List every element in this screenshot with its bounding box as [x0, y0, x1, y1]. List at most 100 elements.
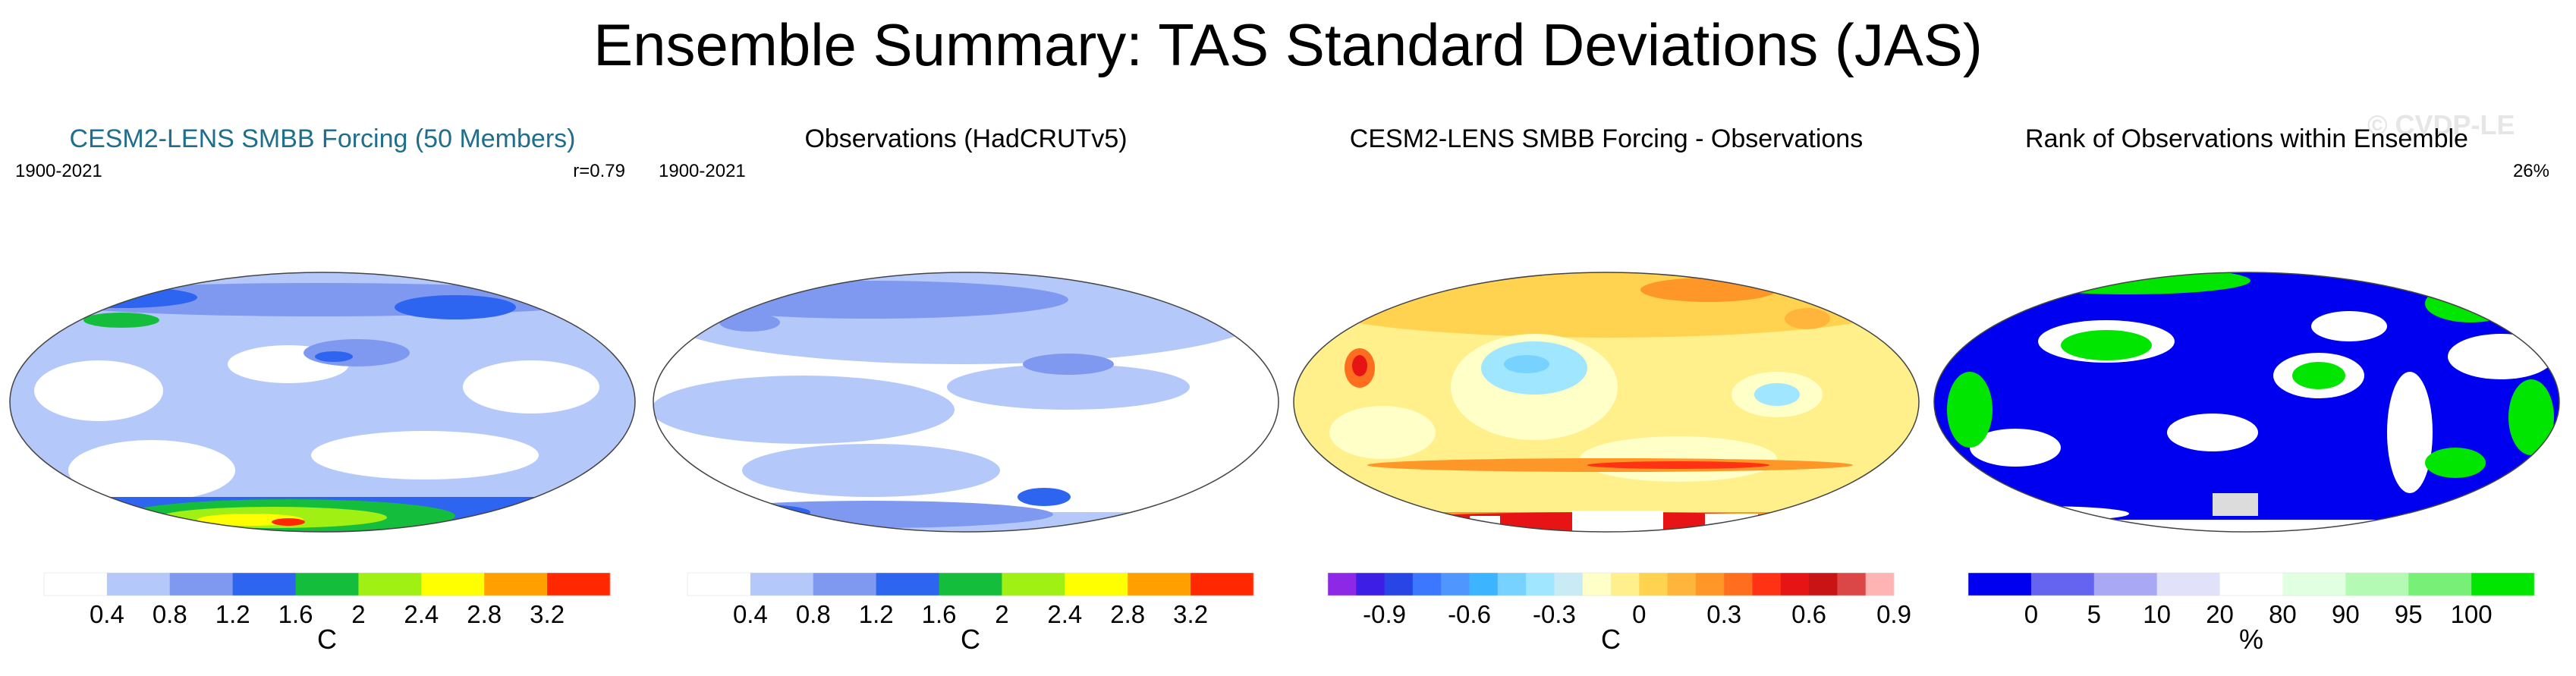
colorbar-tick-label: -0.9: [1363, 600, 1406, 628]
colorbar-tick-label: 2.4: [1047, 600, 1082, 628]
colorbar-tick-label: 0.4: [90, 600, 124, 628]
colorbar-tick-label: 0.3: [1706, 600, 1741, 628]
panel-model: CESM2-LENS SMBB Forcing (50 Members) 190…: [0, 114, 645, 676]
colorbar-swatch: [484, 573, 548, 596]
colorbar-tick-label: -0.6: [1448, 600, 1491, 628]
panel-title: Rank of Observations within Ensemble: [2025, 124, 2468, 153]
colorbar-swatch: [687, 573, 751, 596]
map-plot: [1933, 272, 2560, 533]
colorbar-tick-label: 2: [995, 600, 1008, 628]
colorbar: 0.4 0.8 1.2 1.6 2 2.4 2.8 3.2 C: [43, 572, 611, 655]
colorbar-swatch: [2345, 573, 2409, 596]
colorbar-tick-label: 1.6: [278, 600, 313, 628]
colorbar-units: C: [961, 624, 980, 655]
colorbar-swatch: [2471, 573, 2535, 596]
colorbar-tick-label: 95: [2395, 600, 2423, 628]
colorbar-tick-label: 0.4: [733, 600, 768, 628]
colorbar-tick-label: 3.2: [1173, 600, 1208, 628]
colorbar-swatch: [1412, 573, 1442, 596]
colorbar-swatch: [1065, 573, 1128, 596]
map-plot: [653, 272, 1279, 533]
colorbar-swatch: [813, 573, 877, 596]
colorbar-tick-label: 2.8: [467, 600, 502, 628]
colorbar-swatch: [1809, 573, 1838, 596]
colorbar-swatch: [1384, 573, 1414, 596]
colorbar-swatch: [295, 573, 359, 596]
colorbar-tick-label: 2: [351, 600, 365, 628]
colorbar-swatch: [1837, 573, 1867, 596]
colorbar-tick-label: 20: [2206, 600, 2234, 628]
colorbar-swatch: [1497, 573, 1527, 596]
colorbar-swatch: [2030, 573, 2095, 596]
main-title: Ensemble Summary: TAS Standard Deviation…: [593, 11, 1983, 78]
colorbar-swatch: [939, 573, 1002, 596]
colorbar-tick-label: 90: [2332, 600, 2360, 628]
colorbar-swatch: [2093, 573, 2158, 596]
colorbar-swatch: [1469, 573, 1499, 596]
colorbar-swatch: [1554, 573, 1584, 596]
colorbar-tick-label: 5: [2087, 600, 2101, 628]
colorbar-tick-label: 3.2: [530, 600, 565, 628]
period-label: 1900-2021: [659, 161, 746, 181]
colorbar-swatch: [1128, 573, 1191, 596]
colorbar-swatch: [232, 573, 297, 596]
colorbar-swatch: [750, 573, 814, 596]
colorbar-swatch: [1356, 573, 1386, 596]
watermark: © CVDP-LE: [2367, 109, 2515, 140]
colorbar-tick-label: 1.2: [215, 600, 250, 628]
colorbar-tick-label: 10: [2143, 600, 2171, 628]
colorbar-swatch: [1695, 573, 1725, 596]
percent-label: 26%: [2512, 161, 2549, 181]
colorbar-swatch: [1667, 573, 1697, 596]
map-plot: [1293, 272, 1920, 533]
panel-difference: CESM2-LENS SMBB Forcing - Observations: [1284, 114, 1929, 676]
colorbar-tick-label: 100: [2451, 600, 2493, 628]
panel-title: Observations (HadCRUTv5): [804, 124, 1128, 153]
colorbar-swatch: [1611, 573, 1640, 596]
colorbar-swatch: [1968, 573, 2032, 596]
colorbar-tick-label: 1.2: [859, 600, 894, 628]
colorbar-tick-label: 80: [2269, 600, 2297, 628]
colorbar-tick-label: 2.8: [1110, 600, 1145, 628]
colorbar-tick-label: -0.3: [1533, 600, 1576, 628]
panel-title: CESM2-LENS SMBB Forcing (50 Members): [69, 124, 576, 153]
colorbar-units: C: [317, 624, 337, 655]
colorbar-tick-label: 0: [2024, 600, 2038, 628]
colorbar-tick-label: 0.6: [1791, 600, 1826, 628]
panel-rank: Rank of Observations within Ensemble 26%: [1924, 114, 2569, 676]
colorbar-tick-label: 0.8: [153, 600, 187, 628]
correlation-label: r=0.79: [573, 161, 625, 181]
colorbar-swatch: [358, 573, 422, 596]
colorbar-swatch: [876, 573, 940, 596]
colorbar-swatch: [547, 573, 611, 596]
colorbar-swatch: [1724, 573, 1753, 596]
colorbar-swatch: [1639, 573, 1669, 596]
colorbar-swatch: [169, 573, 234, 596]
colorbar-units: %: [2239, 624, 2263, 655]
colorbar-swatch: [1328, 573, 1357, 596]
colorbar-tick-label: 1.6: [922, 600, 957, 628]
colorbar-units: C: [1601, 624, 1621, 655]
colorbar-swatch: [2219, 573, 2283, 596]
colorbar-swatch: [1752, 573, 1782, 596]
colorbar-swatch: [421, 573, 485, 596]
colorbar-swatch: [106, 573, 171, 596]
colorbar-swatch: [1526, 573, 1555, 596]
colorbar-tick-label: 0.9: [1876, 600, 1911, 628]
colorbar: -0.9 -0.6 -0.3 0 0.3 0.6 0.9 C: [1327, 572, 1911, 655]
panel-title: CESM2-LENS SMBB Forcing - Observations: [1349, 124, 1864, 153]
colorbar-swatch: [2156, 573, 2221, 596]
colorbar-swatch: [1002, 573, 1065, 596]
colorbar-swatch: [1780, 573, 1810, 596]
panel-observations: Observations (HadCRUTv5) 1900-2021 0.4 0.…: [643, 114, 1288, 676]
map-plot: [9, 272, 636, 533]
colorbar: 0 5 10 20 80 90 95 100%: [1967, 572, 2535, 655]
colorbar-swatch: [2282, 573, 2346, 596]
period-label: 1900-2021: [15, 161, 102, 181]
colorbar-swatch: [1441, 573, 1470, 596]
colorbar-tick-label: 2.4: [404, 600, 439, 628]
colorbar-tick-label: 0.8: [796, 600, 831, 628]
colorbar-swatch: [1582, 573, 1612, 596]
colorbar-swatch: [1865, 573, 1895, 596]
colorbar-swatch: [44, 573, 108, 596]
